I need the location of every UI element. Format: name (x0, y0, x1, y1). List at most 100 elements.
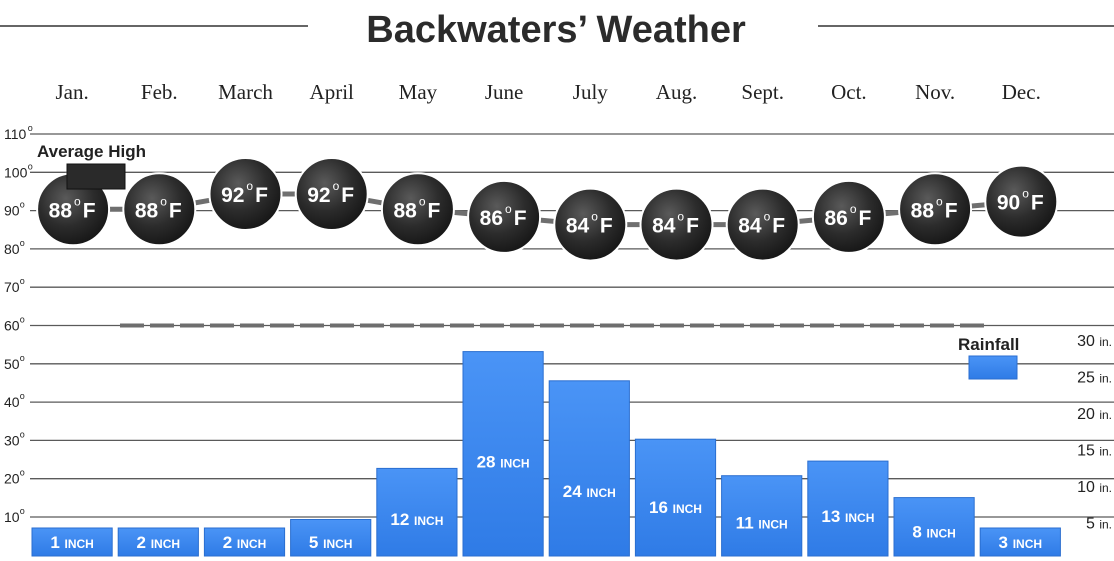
rainfall-bar (117, 527, 199, 557)
degree-mark: o (20, 200, 25, 210)
month-label: Nov. (915, 80, 955, 104)
average-high-point-label: 90 oF (997, 187, 1044, 215)
rainfall-tick-label: 15 in. (1077, 443, 1112, 460)
average-high-point (984, 164, 1059, 239)
legend-average-high-label: Average High (37, 142, 146, 161)
degree-mark: o (20, 468, 25, 478)
rainfall-bar (893, 497, 975, 557)
rainfall-bar (376, 467, 458, 557)
average-high-point (898, 172, 973, 247)
temperature-tick-label: 30 (4, 432, 20, 448)
rainfall-bar (634, 438, 717, 557)
month-label: July (573, 80, 609, 104)
rainfall-bar-label: 11 INCH (736, 513, 788, 532)
rainfall-bar-label: 12 INCH (390, 510, 443, 529)
temperature-tick-label: 100 (4, 164, 28, 180)
month-labels: Jan. Feb. March April May June July Aug. Sept. Oc… (55, 80, 1040, 104)
month-label: Aug. (656, 80, 697, 104)
temperature-tick-label: 80 (4, 241, 20, 257)
rainfall-bar-label: 13 INCH (821, 507, 874, 526)
average-high-point (811, 179, 886, 254)
rainfall-bar-label: 28 INCH (477, 453, 530, 472)
degree-mark: o (20, 238, 25, 248)
rainfall-bar (721, 475, 803, 557)
month-label: April (310, 80, 354, 104)
rainfall-bar (203, 527, 286, 557)
month-label: Jan. (55, 80, 88, 104)
rainfall-bar-label: 2 INCH (223, 533, 267, 552)
month-label: May (399, 80, 438, 104)
average-high-point-label: 86 oF (480, 202, 527, 230)
temperature-tick-label: 10 (4, 509, 20, 525)
average-high-point (639, 187, 714, 262)
rainfall-bars: 1 INCH 2 INCH 2 INCH 5 INCH 12 INCH 28 INCH 24… (31, 351, 1061, 557)
average-high-point-label: 88 oF (393, 194, 440, 222)
month-label: June (485, 80, 524, 104)
rainfall-tick-label: 20 in. (1077, 406, 1112, 423)
temperature-tick-label: 110 (4, 126, 27, 142)
temperature-tick-label: 50 (4, 356, 20, 372)
rainfall-bar (807, 460, 889, 557)
rainfall-bar (548, 380, 630, 557)
degree-mark: o (28, 123, 33, 133)
month-label: Oct. (831, 80, 867, 104)
rainfall-bar (290, 519, 372, 557)
degree-mark: o (20, 429, 25, 439)
legend-rainfall: Rainfall (958, 335, 1019, 380)
average-high-point (725, 187, 800, 262)
rainfall-bar (979, 527, 1061, 557)
average-high-point-label: 84 oF (652, 210, 699, 238)
rainfall-bar-label: 3 INCH (999, 533, 1043, 552)
average-high-point-label: 88 oF (49, 194, 96, 222)
rainfall-bar-label: 24 INCH (563, 482, 616, 501)
temperature-tick-label: 20 (4, 471, 20, 487)
legend-rainfall-label: Rainfall (958, 335, 1019, 354)
rainfall-bar-label: 1 INCH (50, 533, 94, 552)
legend-average-high-swatch (66, 163, 126, 190)
temperature-tick-label: 70 (4, 279, 20, 295)
temperature-tick-label: 40 (4, 394, 20, 410)
average-high-point (208, 156, 283, 231)
rainfall-tick-label: 25 in. (1077, 370, 1112, 387)
degree-mark: o (20, 506, 25, 516)
rainfall-bar-label: 8 INCH (912, 522, 956, 541)
legend-rainfall-swatch (968, 355, 1018, 380)
average-high-point-label: 86 oF (824, 202, 871, 230)
temperature-tick-label: 60 (4, 318, 20, 334)
rainfall-bar (462, 351, 544, 557)
month-label: Dec. (1002, 80, 1041, 104)
average-high-point (553, 187, 628, 262)
rainfall-bar (31, 527, 113, 557)
rainfall-bar-label: 16 INCH (649, 498, 702, 517)
degree-mark: o (20, 391, 25, 401)
average-high-points: 88 oF 88 oF 92 oF 92 oF 88 oF 86 oF 84 oF 84 oF 84 oF 86 oF… (36, 156, 1059, 262)
average-high-point-label: 84 oF (566, 210, 613, 238)
average-high-point (380, 172, 455, 247)
average-high-point (122, 172, 197, 247)
degree-mark: o (20, 315, 25, 325)
degree-mark: o (20, 276, 25, 286)
chart-title: Backwaters’ Weather (366, 9, 746, 51)
average-high-point-label: 88 oF (135, 194, 182, 222)
rainfall-axis: 30 in. 25 in. 20 in. 15 in. 10 in. 5 in. (1077, 333, 1112, 533)
rainfall-bar-label: 5 INCH (309, 533, 353, 552)
average-high-point-label: 92 oF (221, 179, 268, 207)
temperature-tick-label: 90 (4, 203, 20, 219)
month-label: Feb. (141, 80, 178, 104)
rainfall-bar-label: 2 INCH (137, 533, 181, 552)
average-high-point-label: 88 oF (911, 194, 958, 222)
rainfall-tick-label: 10 in. (1077, 479, 1112, 496)
average-high-point (294, 156, 369, 231)
average-high-point (467, 179, 542, 254)
average-high-point-label: 84 oF (738, 210, 785, 238)
month-label: Sept. (741, 80, 784, 104)
degree-mark: o (20, 353, 25, 363)
degree-mark: o (28, 161, 33, 171)
average-high-point-label: 92 oF (307, 179, 354, 207)
rainfall-tick-label: 5 in. (1086, 516, 1112, 533)
month-label: March (218, 80, 273, 104)
legend-average-high: Average High (37, 142, 146, 190)
rainfall-tick-label: 30 in. (1077, 333, 1112, 350)
